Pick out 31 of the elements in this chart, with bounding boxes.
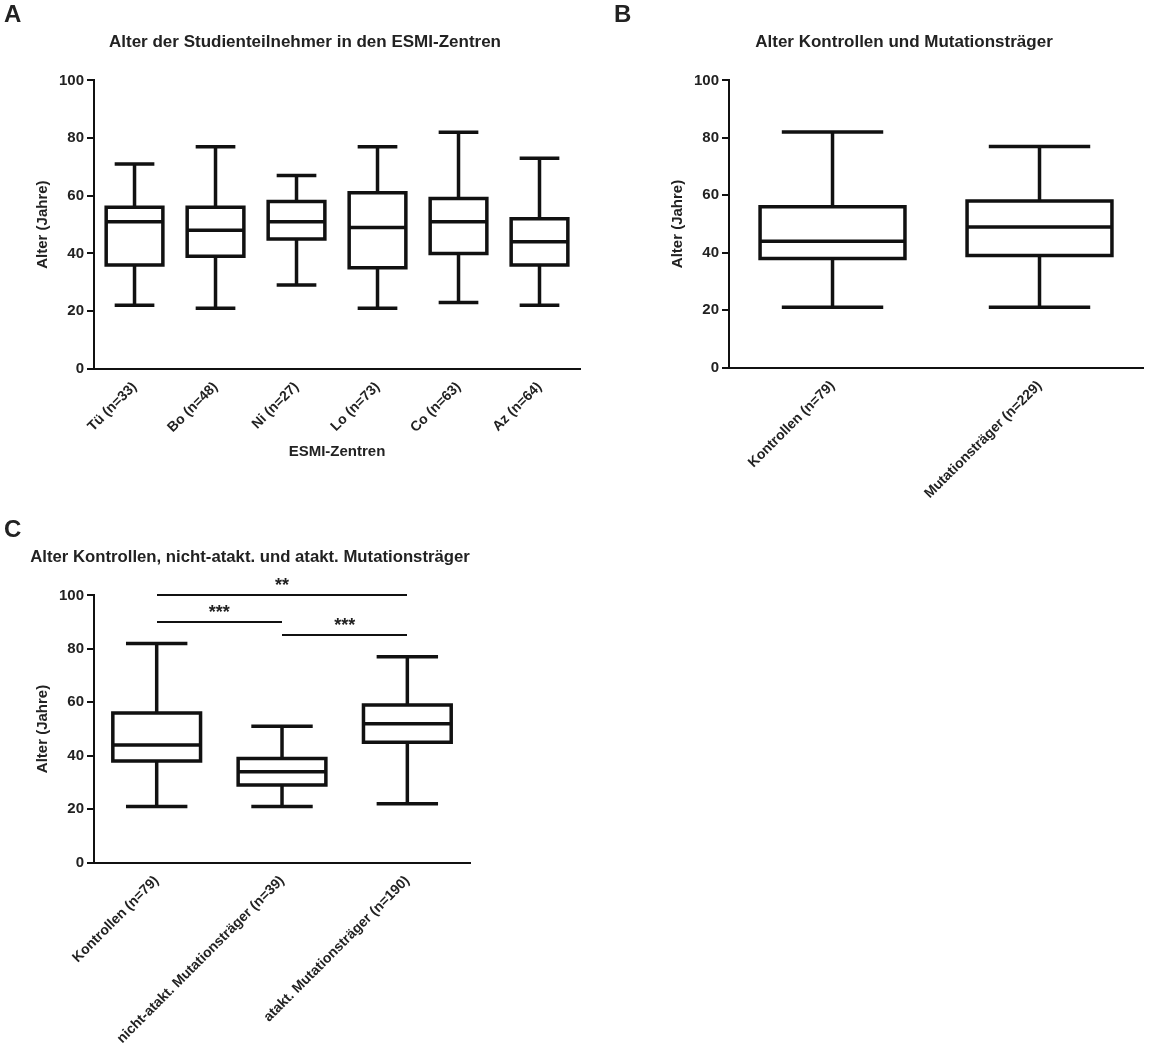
y-tick-label: 0 (75, 358, 85, 376)
text: A (4, 0, 22, 28)
y-tick-label: 20 (702, 300, 720, 318)
y-tick-label: 80 (67, 638, 85, 656)
y-tick-label: 100 (59, 70, 85, 88)
y-tick-label: 80 (67, 128, 85, 146)
chart-title: Alter Kontrollen und Mutationsträger (755, 31, 1054, 51)
x-axis-title: ESMI-Zentren (288, 442, 386, 460)
y-tick-label: 40 (702, 242, 720, 260)
chart-title: Alter der Studienteilnehmer in den ESMI-Zentren (109, 31, 501, 51)
y-tick-label: 60 (702, 185, 720, 203)
y-tick-label: 100 (59, 585, 85, 603)
y-tick-label: 20 (67, 301, 85, 319)
chart-title: Alter Kontrollen, nicht-atakt. und atakt. Mutationsträger (30, 546, 471, 566)
text: C (4, 515, 22, 543)
y-tick-label: 40 (67, 243, 85, 261)
y-tick-label: 80 (702, 127, 720, 145)
y-tick-label: 0 (710, 357, 720, 375)
annotation: ** (274, 575, 290, 597)
y-tick-label: 60 (67, 185, 85, 203)
y-tick-label: 40 (67, 745, 85, 763)
y-tick-label: 60 (67, 692, 85, 710)
y-axis-title: Alter (Jahre) (668, 179, 686, 269)
annotation: *** (208, 602, 230, 624)
text: B (614, 0, 632, 28)
y-tick-label: 0 (75, 852, 85, 870)
y-tick-label: 20 (67, 799, 85, 817)
y-axis-title: Alter (Jahre) (33, 684, 51, 774)
annotation: *** (334, 615, 356, 637)
y-axis-title: Alter (Jahre) (33, 180, 51, 269)
y-tick-label: 100 (694, 70, 720, 88)
